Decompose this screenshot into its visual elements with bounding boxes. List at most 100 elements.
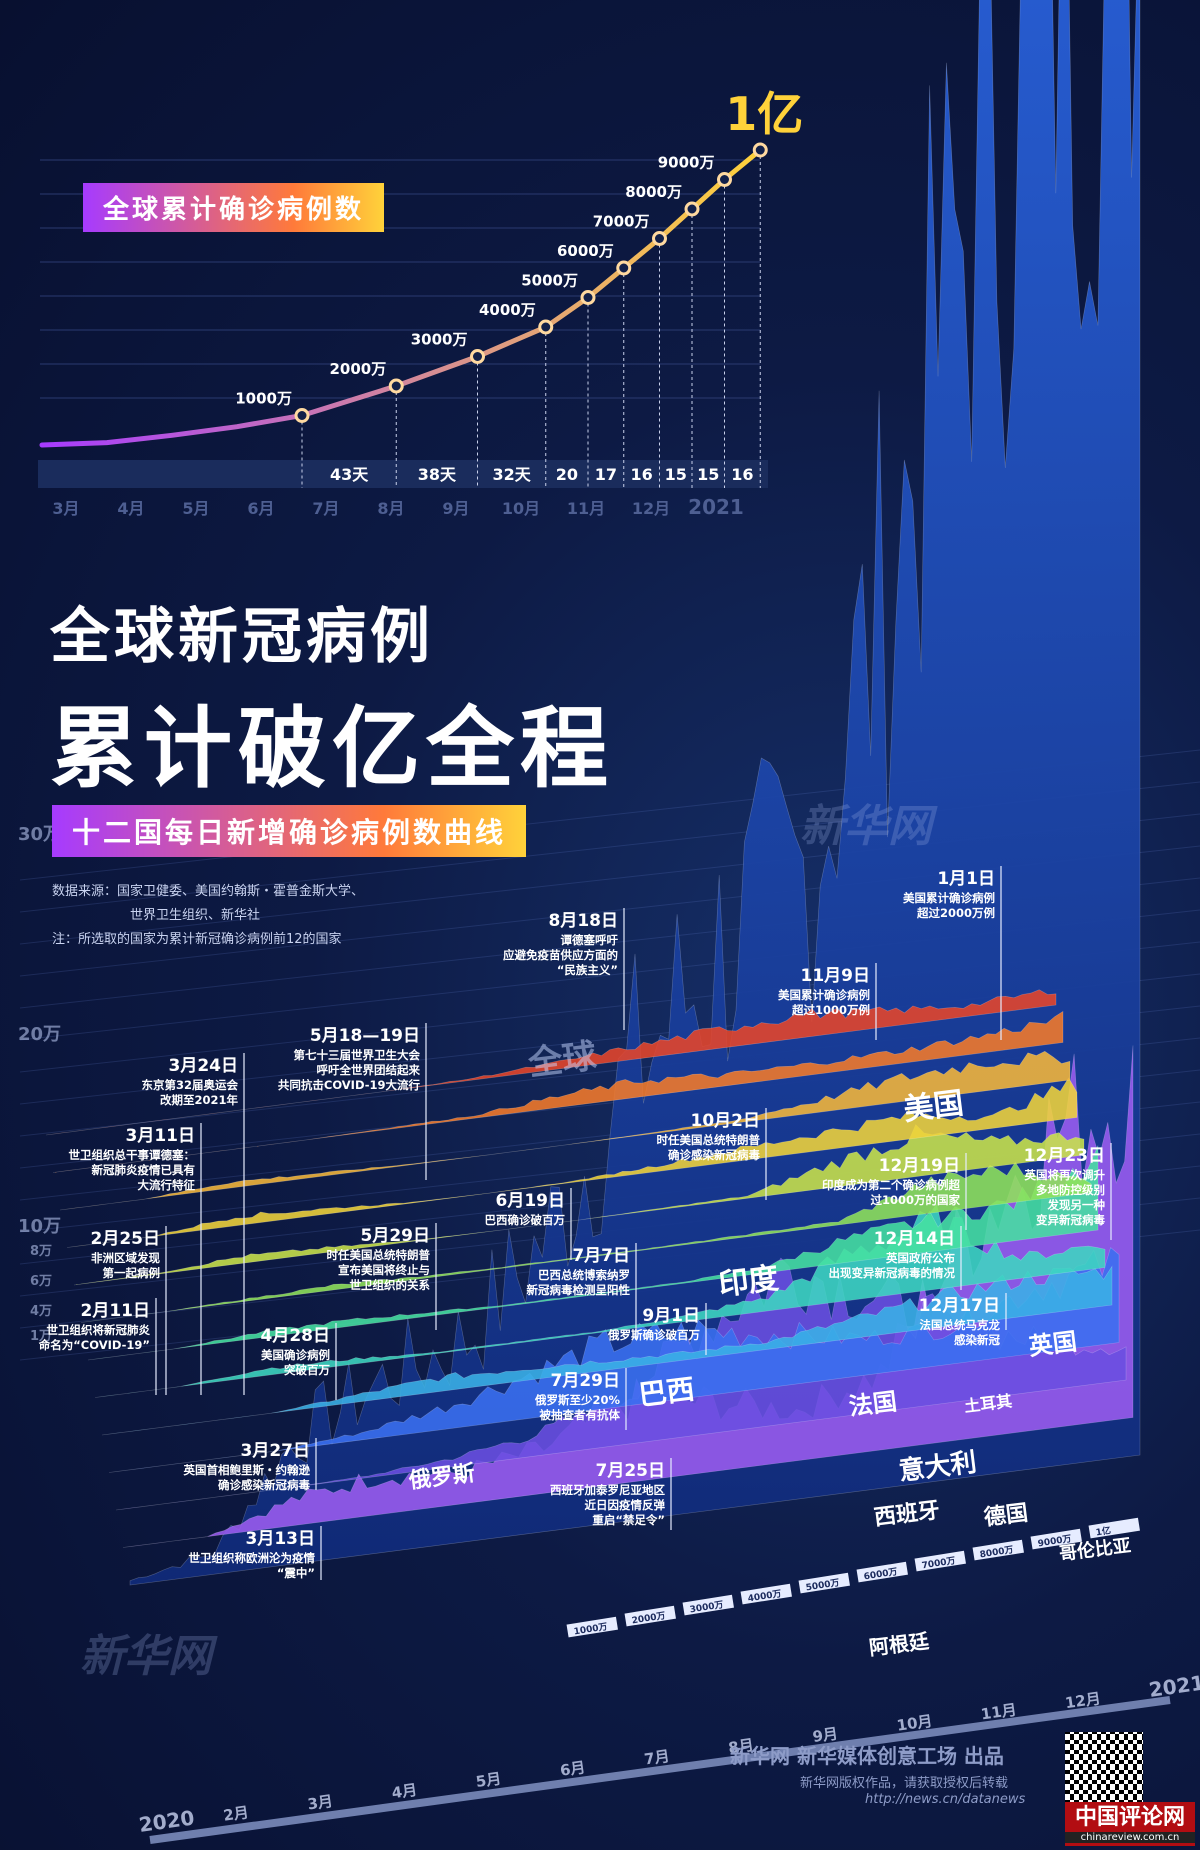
annotation-date: 5月18—19日 (310, 1026, 420, 1046)
milestone-point (538, 319, 554, 335)
series-label-阿根廷: 阿根廷 (868, 1629, 931, 1660)
cumulative-cases-chart: 1000万 2000万 3000万 4000万 5000万 6000万 7000万 8000万… (38, 87, 803, 519)
depth-tick-box (624, 1605, 676, 1627)
annotation-text: 超过1000万例 (791, 1003, 870, 1017)
milestone-point (294, 408, 310, 423)
time-axis-label: 6月 (559, 1758, 587, 1779)
y-tick-label: 4万 (30, 1304, 52, 1319)
annotation-text: 西班牙加泰罗尼亚地区 (550, 1483, 665, 1497)
interval-label: 43天 (330, 465, 369, 484)
y-tick-label: 20万 (18, 1024, 61, 1045)
annotation-date: 2月11日 (81, 1301, 151, 1321)
annotation-text: 确诊感染新冠病毒 (218, 1478, 310, 1492)
time-axis-label: 8月 (727, 1736, 755, 1757)
interval-label: 16 (630, 465, 652, 484)
watermark-bottom: 新华网 (80, 1631, 212, 1682)
series-area-阿根廷 (45, 989, 1057, 1136)
top-month-label: 6月 (247, 499, 274, 518)
annotation-text: 英国将再次调升 (1024, 1168, 1106, 1182)
annotation-date: 12月14日 (874, 1229, 955, 1249)
interval-label: 20 (556, 465, 578, 484)
y-tick-label: 30万 (18, 824, 61, 845)
time-axis-bar (149, 1696, 1171, 1844)
annotation-text: 英国政府公布 (885, 1251, 955, 1265)
chinareview-logo[interactable]: 中国评论网 chinareview.com.cn (1065, 1802, 1195, 1846)
time-axis-label: 2021 (1147, 1670, 1200, 1702)
top-month-label: 2021 (688, 495, 744, 519)
depth-tick-label: 3000万 (689, 1599, 724, 1615)
annotation-text: 确诊感染新冠病毒 (668, 1148, 760, 1162)
series-label-西班牙: 西班牙 (873, 1498, 942, 1531)
milestone-label-final: 1亿 (725, 87, 803, 141)
depth-tick-box (1088, 1517, 1140, 1539)
annotation-text: 突破百万 (284, 1363, 330, 1377)
source-line-1: 数据来源：国家卫健委、美国约翰斯・霍普金斯大学、 (52, 884, 365, 899)
milestone-point (684, 201, 700, 217)
cumulative-badge: 全球累计确诊病例数 (83, 183, 385, 232)
depth-tick-label: 7000万 (921, 1555, 956, 1571)
top-month-label: 3月 (52, 499, 79, 518)
qr-code-icon[interactable] (1065, 1732, 1143, 1810)
annotation-text: 变异新冠病毒 (1036, 1213, 1105, 1227)
annotation-date: 6月19日 (496, 1191, 566, 1211)
annotation-date: 12月17日 (919, 1296, 1000, 1316)
depth-tick-box (740, 1583, 792, 1605)
annotation-text: 东京第32届奥运会 (141, 1078, 238, 1092)
time-axis-label: 11月 (980, 1701, 1018, 1724)
annotation-text: 第七十三届世界卫生大会 (294, 1048, 421, 1062)
series-area-哥伦比亚 (52, 1010, 1064, 1173)
time-axis-label: 2月 (222, 1803, 250, 1824)
top-month-label: 12月 (632, 499, 670, 518)
annotation-text: 世卫组织总干事谭德塞： (69, 1148, 196, 1162)
annotation-text: 感染新冠 (954, 1333, 1000, 1347)
annotation-text: 非洲区域发现 (91, 1251, 160, 1265)
footer-url[interactable]: http://news.cn/datanews (865, 1792, 1026, 1807)
top-month-label: 5月 (182, 499, 209, 518)
milestone-point (388, 378, 404, 394)
annotation-text: 过1000万的国家 (870, 1193, 960, 1207)
annotation-date: 3月24日 (169, 1056, 239, 1076)
depth-tick-box (856, 1561, 908, 1583)
milestone-point (616, 260, 632, 276)
annotation-date: 5月29日 (361, 1226, 431, 1246)
milestone-label: 6000万 (557, 242, 614, 260)
top-month-label: 11月 (567, 499, 605, 518)
annotation-text: 被抽查者有抗体 (540, 1408, 621, 1422)
annotation-text: 世卫组织将新冠肺炎 (47, 1323, 151, 1337)
annotation-date: 2月25日 (91, 1229, 161, 1249)
annotation-date: 12月23日 (1024, 1146, 1105, 1166)
milestone-label: 5000万 (521, 272, 578, 290)
depth-tick-label: 8000万 (979, 1544, 1014, 1560)
milestone-point (652, 231, 667, 246)
interval-label: 16 (731, 465, 753, 484)
annotation-text: 俄罗斯确诊破百万 (607, 1328, 700, 1342)
logo-name: 中国评论网 (1074, 1804, 1185, 1830)
annotation-text: 新冠肺炎疫情已具有 (92, 1163, 196, 1177)
top-month-label: 10月 (502, 499, 540, 518)
annotation-text: 美国累计确诊病例 (903, 891, 995, 905)
milestone-label: 9000万 (658, 154, 715, 172)
depth-tick-label: 4000万 (747, 1588, 782, 1604)
milestone-label: 7000万 (593, 213, 650, 231)
annotation-date: 11月9日 (801, 966, 871, 986)
annotation-date: 7月25日 (596, 1461, 666, 1481)
source-note: 注：所选取的国家为累计新冠确诊病例前12的国家 (52, 932, 342, 947)
annotation-text: 时任美国总统特朗普 (657, 1133, 761, 1147)
time-axis-label: 7月 (643, 1747, 671, 1768)
annotation-text: 发现另一种 (1047, 1198, 1106, 1212)
annotation-text: 近日因疫情反弹 (585, 1498, 666, 1512)
annotation-date: 9月1日 (642, 1306, 700, 1326)
